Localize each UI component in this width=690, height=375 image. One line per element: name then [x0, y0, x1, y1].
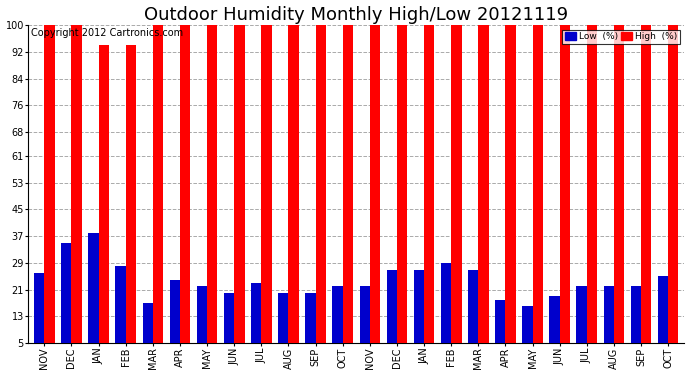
Bar — [115, 266, 126, 343]
Bar — [359, 286, 370, 343]
Bar — [170, 280, 180, 343]
Bar — [34, 273, 44, 343]
Text: Copyright 2012 Cartronics.com: Copyright 2012 Cartronics.com — [31, 28, 184, 38]
Title: Outdoor Humidity Monthly High/Low 20121119: Outdoor Humidity Monthly High/Low 201211… — [144, 6, 569, 24]
Bar — [126, 45, 136, 343]
Bar — [414, 270, 424, 343]
Bar — [641, 25, 651, 343]
Bar — [560, 25, 570, 343]
Bar — [386, 270, 397, 343]
Bar — [658, 276, 668, 343]
Bar — [207, 25, 217, 343]
Bar — [468, 270, 478, 343]
Bar — [99, 45, 109, 343]
Bar — [451, 25, 462, 343]
Legend: Low  (%), High  (%): Low (%), High (%) — [562, 30, 680, 44]
Bar — [604, 286, 614, 343]
Bar — [288, 25, 299, 343]
Bar — [262, 25, 272, 343]
Bar — [549, 296, 560, 343]
Bar — [234, 25, 244, 343]
Bar — [143, 303, 153, 343]
Bar — [397, 25, 407, 343]
Bar — [333, 286, 343, 343]
Bar — [586, 25, 597, 343]
Bar — [88, 233, 99, 343]
Bar — [522, 306, 533, 343]
Bar — [343, 25, 353, 343]
Bar — [197, 286, 207, 343]
Bar — [668, 25, 678, 343]
Bar — [72, 25, 82, 343]
Bar — [577, 286, 586, 343]
Bar — [614, 25, 624, 343]
Bar — [278, 293, 288, 343]
Bar — [478, 25, 489, 343]
Bar — [506, 25, 515, 343]
Bar — [305, 293, 315, 343]
Bar — [495, 300, 506, 343]
Bar — [44, 25, 55, 343]
Bar — [251, 283, 262, 343]
Bar — [631, 286, 641, 343]
Bar — [424, 25, 435, 343]
Bar — [153, 25, 163, 343]
Bar — [61, 243, 72, 343]
Bar — [370, 25, 380, 343]
Bar — [180, 25, 190, 343]
Bar — [315, 25, 326, 343]
Bar — [441, 263, 451, 343]
Bar — [224, 293, 234, 343]
Bar — [533, 25, 543, 343]
